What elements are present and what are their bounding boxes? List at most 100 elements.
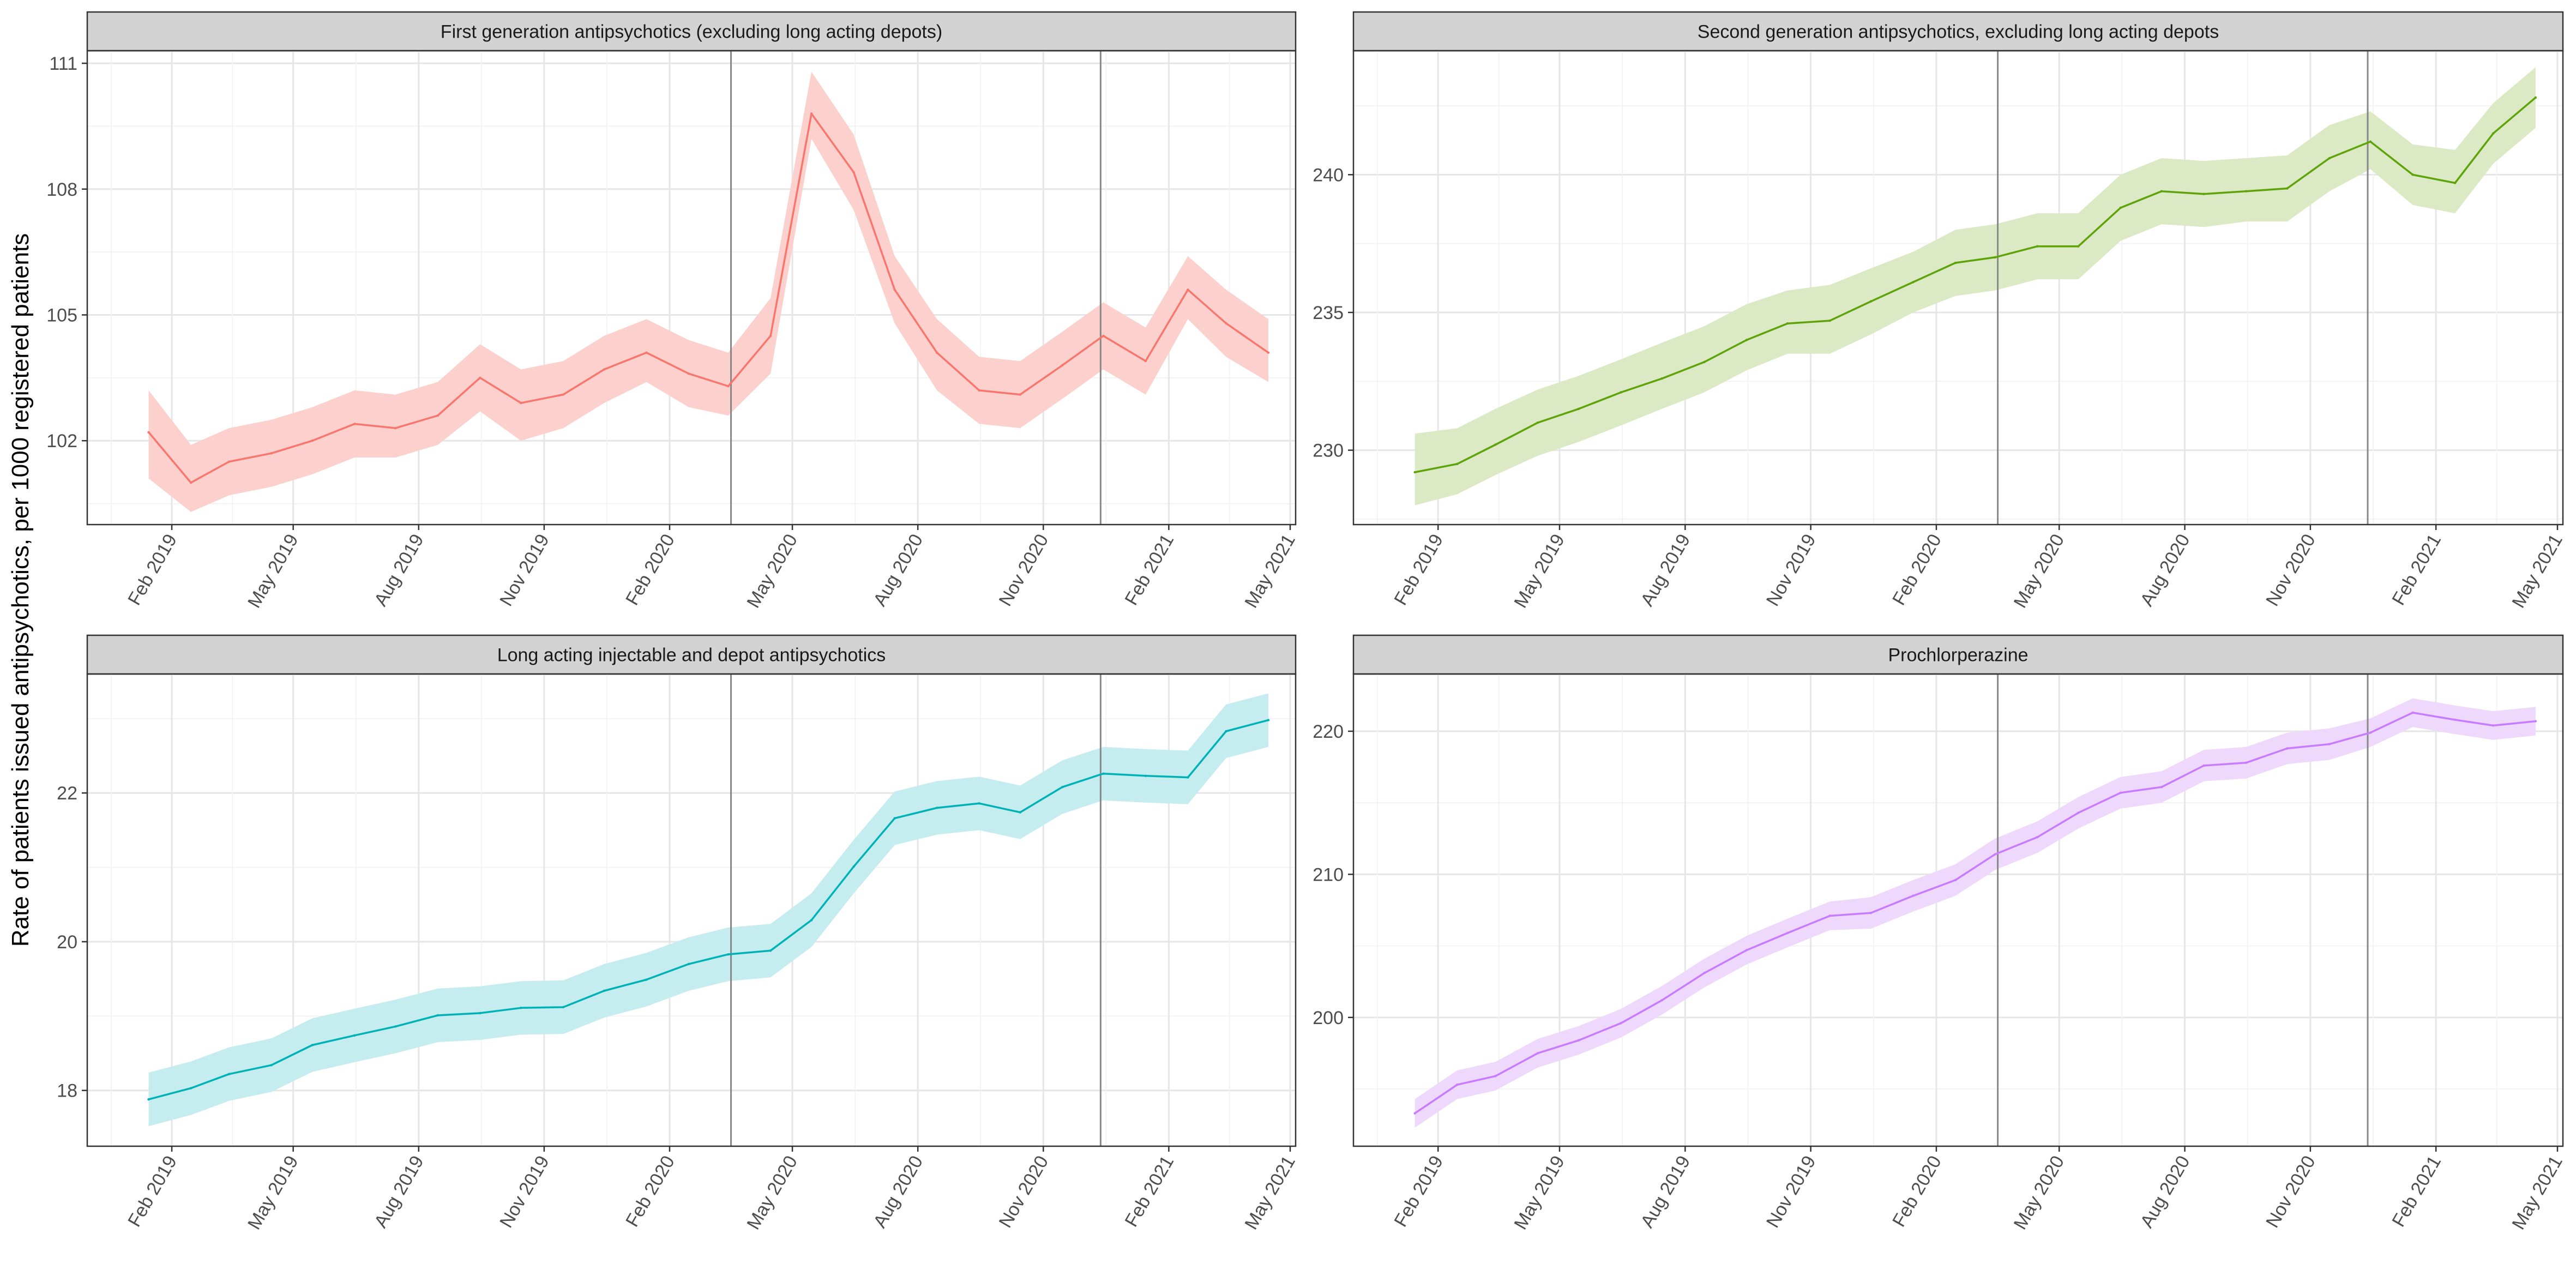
data-point (2492, 132, 2495, 135)
data-point (2119, 791, 2122, 795)
data-point (394, 1025, 397, 1028)
confidence-band (1415, 67, 2536, 505)
data-point (893, 817, 896, 820)
data-point (1456, 1083, 1459, 1086)
data-point (810, 112, 813, 115)
data-point (1494, 443, 1497, 446)
data-point (978, 802, 980, 805)
data-point (2036, 835, 2039, 839)
data-point (2534, 720, 2537, 723)
data-point (1869, 300, 1872, 303)
y-tick-label: 105 (46, 305, 77, 326)
data-point (852, 865, 855, 868)
data-point (1019, 811, 1021, 814)
data-point (147, 431, 150, 434)
data-point (189, 1087, 192, 1090)
data-point (353, 1034, 356, 1037)
facet-title: Long acting injectable and depot antipsy… (497, 645, 886, 666)
series-line (1415, 97, 2537, 473)
data-point (603, 368, 606, 371)
data-point (1267, 351, 1270, 354)
facet-title: First generation antipsychotics (excludi… (441, 22, 942, 43)
data-point (1786, 322, 1789, 325)
data-point (1786, 931, 1789, 935)
data-point (1954, 261, 1957, 264)
data-point (727, 385, 730, 388)
panel-border (1352, 673, 2564, 1147)
data-point (311, 1044, 314, 1046)
y-axis-title: Rate of patients issued antipsychotics, … (7, 233, 34, 947)
data-point (1144, 774, 1147, 778)
data-point (769, 334, 772, 338)
facet-strip (1352, 634, 2564, 675)
data-point (436, 414, 439, 417)
data-point (2286, 187, 2289, 190)
data-point (1225, 730, 1227, 733)
data-point (603, 989, 606, 992)
data-point (479, 376, 482, 380)
series-line (148, 719, 1269, 1100)
plot-area (87, 674, 1296, 1146)
data-point (1912, 894, 1915, 897)
y-tick-label: 108 (46, 179, 77, 200)
data-point (1536, 421, 1539, 424)
data-point (1225, 322, 1227, 325)
data-point (2119, 206, 2122, 209)
data-point (1061, 364, 1064, 366)
data-point (2160, 786, 2163, 789)
data-point (2328, 743, 2331, 745)
data-point (227, 460, 231, 463)
data-point (311, 439, 314, 442)
data-point (2077, 245, 2080, 248)
data-point (1994, 853, 1996, 856)
data-point (687, 962, 690, 966)
data-point (2036, 245, 2039, 248)
data-point (1954, 878, 1957, 882)
data-point (936, 806, 938, 809)
data-point (1745, 949, 1748, 952)
data-point (436, 1014, 439, 1017)
data-point (1660, 999, 1663, 1002)
data-point (1019, 393, 1021, 396)
data-point (936, 351, 938, 354)
data-point (2369, 140, 2372, 143)
facet-title: Prochlorperazine (1888, 645, 2028, 666)
series-line (148, 112, 1269, 484)
y-tick-label: 111 (49, 53, 77, 74)
data-point (270, 1064, 273, 1067)
y-tick-label: 22 (57, 783, 77, 804)
panel-border (1352, 50, 2564, 526)
data-point (479, 1012, 482, 1015)
y-tick-label: 235 (1313, 303, 1344, 323)
data-point (645, 351, 648, 354)
data-point (1703, 972, 1706, 974)
y-tick-label: 200 (1313, 1008, 1344, 1028)
data-point (1577, 1039, 1580, 1042)
data-point (810, 919, 813, 922)
data-point (1620, 1022, 1622, 1025)
data-point (2411, 711, 2414, 714)
series-line (1414, 712, 2536, 1115)
data-point (2492, 724, 2495, 727)
data-point (2077, 811, 2080, 814)
data-point (189, 481, 192, 484)
plot-area (1353, 674, 2563, 1146)
data-point (1102, 772, 1105, 775)
data-point (270, 452, 273, 455)
data-point (1494, 1075, 1497, 1078)
data-point (1187, 288, 1189, 291)
data-point (645, 978, 648, 981)
data-point (1413, 1112, 1416, 1115)
data-point (1869, 912, 1872, 914)
data-point (1745, 339, 1748, 341)
data-point (2454, 182, 2457, 184)
data-point (1267, 719, 1270, 721)
data-point (2369, 731, 2372, 734)
data-point (769, 949, 772, 952)
data-point (1703, 360, 1706, 364)
panel-border (86, 50, 1297, 526)
data-point (1828, 914, 1831, 917)
data-point (2245, 761, 2248, 764)
y-tick-label: 230 (1313, 441, 1344, 461)
data-point (978, 389, 980, 392)
